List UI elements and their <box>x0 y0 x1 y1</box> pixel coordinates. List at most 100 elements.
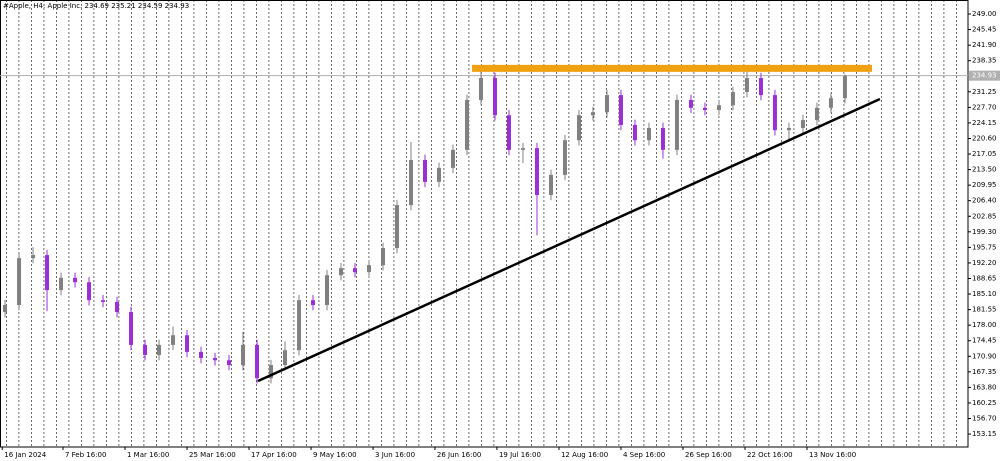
candle-body <box>702 107 707 110</box>
x-tick-label: 25 Mar 16:00 <box>189 451 236 459</box>
candle-body <box>576 115 581 141</box>
y-tick-label: 238.35 <box>972 57 997 65</box>
y-tick-label: 199.30 <box>972 228 997 236</box>
candle-body <box>381 248 386 266</box>
candle-body <box>758 78 763 96</box>
candle-body <box>185 335 190 352</box>
y-tick-label: 206.40 <box>972 197 997 205</box>
x-tick-label: 1 Mar 16:00 <box>127 451 169 459</box>
candle-body <box>394 205 399 249</box>
candle-body <box>464 99 469 150</box>
candle-body <box>31 255 36 259</box>
y-tick-label: 163.80 <box>972 383 997 391</box>
candle-body <box>534 148 539 196</box>
candle-body <box>422 159 427 182</box>
candle-body <box>646 127 651 141</box>
x-tick-label: 19 Jul 16:00 <box>499 451 541 459</box>
candle-body <box>562 140 567 175</box>
plot-border <box>0 0 969 448</box>
candle-body <box>227 360 232 366</box>
trendline <box>257 97 881 383</box>
candle-body <box>660 127 665 150</box>
candle-body <box>255 344 260 379</box>
x-tick-label: 22 Oct 16:00 <box>747 451 793 459</box>
candle-body <box>688 99 693 108</box>
y-tick-label: 217.05 <box>972 150 997 158</box>
candle-body <box>87 282 92 301</box>
candle-body <box>520 148 525 150</box>
y-tick-label: 188.65 <box>972 274 997 282</box>
candle-body <box>129 312 134 345</box>
y-tick-label: 153.15 <box>972 430 997 438</box>
y-tick-label: 249.00 <box>972 10 997 18</box>
y-tick-label: 181.55 <box>972 306 997 314</box>
y-tick-label: 185.10 <box>972 290 997 298</box>
y-tick-label: 241.90 <box>972 41 997 49</box>
candle-body <box>744 78 749 93</box>
last-price-box <box>969 70 1000 81</box>
candle-body <box>772 95 777 131</box>
candle-body <box>632 124 637 141</box>
candle-body <box>283 350 288 366</box>
x-tick-label: 4 Sep 16:00 <box>623 451 665 459</box>
candle-body <box>73 277 78 283</box>
candle-body <box>604 95 609 113</box>
x-tick-label: 16 Jan 2024 <box>4 451 47 459</box>
candle-body <box>325 275 330 306</box>
candle-body <box>269 365 274 379</box>
y-tick-label: 174.45 <box>972 337 997 345</box>
candle-body <box>59 277 64 291</box>
candle-body <box>3 305 8 313</box>
y-tick-label: 170.90 <box>972 352 997 360</box>
y-tick-label: 156.70 <box>972 415 997 423</box>
candle-body <box>171 335 176 345</box>
x-tick-label: 26 Jun 16:00 <box>437 451 481 459</box>
candle-body <box>716 105 721 110</box>
candle-body <box>311 300 316 306</box>
candle-body <box>492 78 497 116</box>
y-tick-label: 213.50 <box>972 166 997 174</box>
candle-body <box>674 99 679 150</box>
candle-body <box>786 127 791 131</box>
y-tick-label: 195.75 <box>972 243 997 251</box>
x-tick-label: 7 Feb 16:00 <box>65 451 106 459</box>
x-tick-label: 17 Apr 16:00 <box>251 451 297 459</box>
x-tick-label: 12 Aug 16:00 <box>561 451 608 459</box>
y-tick-label: 231.25 <box>972 88 997 96</box>
y-tick-label: 202.85 <box>972 212 997 220</box>
vertical-grid <box>0 0 968 447</box>
candle-body <box>199 351 204 359</box>
y-tick-label: 160.25 <box>972 399 997 407</box>
candle-body <box>618 95 623 125</box>
candle-body <box>800 120 805 128</box>
y-tick-label: 167.35 <box>972 368 997 376</box>
candle-body <box>353 268 358 273</box>
candle-body <box>339 268 344 276</box>
candle-body <box>814 107 819 121</box>
candle-body <box>478 78 483 100</box>
x-tick-label: 13 Nov 16:00 <box>809 451 856 459</box>
x-tick-label: 26 Sep 16:00 <box>685 451 732 459</box>
candle-body <box>241 344 246 366</box>
candle-body <box>436 167 441 182</box>
y-tick-label: 224.15 <box>972 119 997 127</box>
candle-body <box>45 255 50 291</box>
candle-body <box>17 258 22 306</box>
y-tick-label: 209.95 <box>972 181 997 189</box>
candle-body <box>143 344 148 355</box>
y-tick-label: 192.20 <box>972 259 997 267</box>
candle-body <box>828 98 833 108</box>
candle-body <box>213 358 218 361</box>
y-tick-label: 220.60 <box>972 134 997 142</box>
y-tick-label: 227.70 <box>972 103 997 111</box>
candle-body <box>115 301 120 313</box>
candle-body <box>101 300 106 302</box>
candle-body <box>590 112 595 116</box>
candle-body <box>297 300 302 351</box>
x-tick-label: 9 May 16:00 <box>313 451 357 459</box>
candle-body <box>157 344 162 355</box>
chart-title: #Apple, H4: Apple Inc. 234.69 235.21 234… <box>3 2 189 10</box>
x-tick-label: 3 Jun 16:00 <box>375 451 415 459</box>
y-tick-label: 245.45 <box>972 26 997 34</box>
